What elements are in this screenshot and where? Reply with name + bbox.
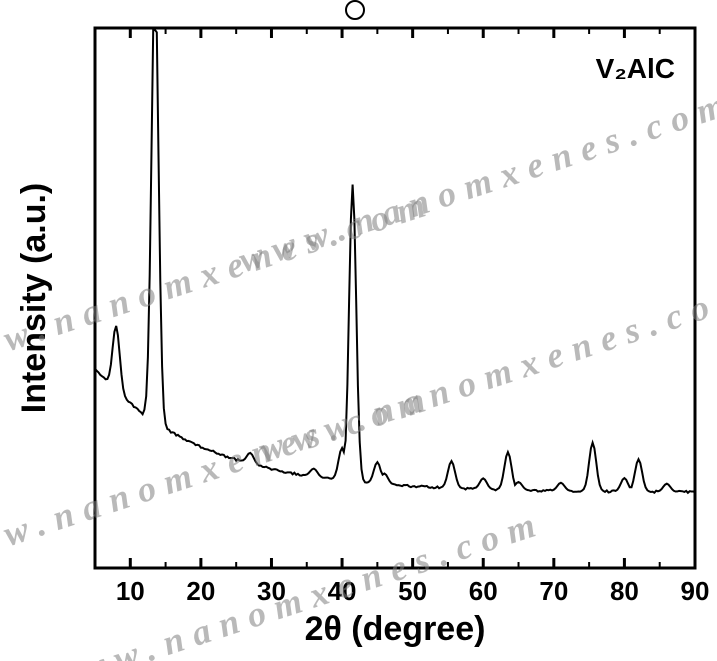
svg-text:60: 60 (469, 576, 498, 606)
svg-text:20: 20 (186, 576, 215, 606)
svg-text:Intensity (a.u.): Intensity (a.u.) (15, 183, 53, 413)
svg-text:70: 70 (539, 576, 568, 606)
svg-text:80: 80 (610, 576, 639, 606)
xrd-chart-svg: 10 20 30 40 50 60 70 80 90 2θ (degree) Intensity (… (0, 0, 717, 661)
svg-text:30: 30 (257, 576, 286, 606)
xrd-chart-container: 10 20 30 40 50 60 70 80 90 2θ (degree) Intensity (… (0, 0, 717, 661)
svg-text:10: 10 (116, 576, 145, 606)
svg-text:2θ (degree): 2θ (degree) (305, 610, 486, 648)
svg-text:50: 50 (398, 576, 427, 606)
svg-text:90: 90 (681, 576, 710, 606)
svg-text:V₂AlC: V₂AlC (596, 53, 675, 84)
svg-text:40: 40 (328, 576, 357, 606)
